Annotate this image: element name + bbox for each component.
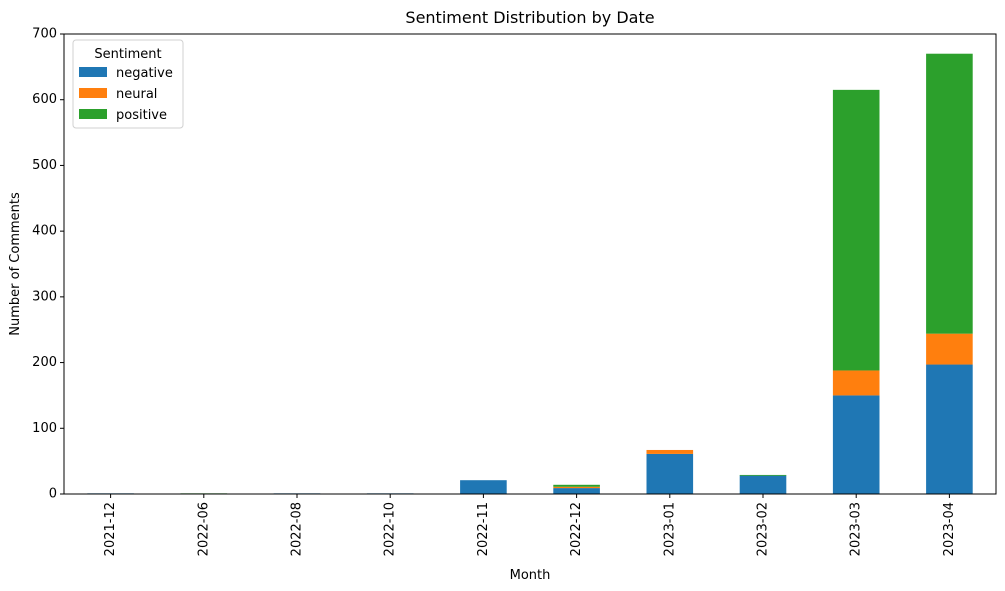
bar-negative-2023-04 (926, 364, 973, 494)
legend-label-negative: negative (116, 66, 173, 81)
bar-neural-2023-04 (926, 333, 973, 365)
x-tick-label: 2023-03 (849, 502, 864, 556)
bar-positive-2022-12 (553, 484, 600, 487)
bar-neural-2022-12 (553, 486, 600, 489)
y-tick-label: 300 (32, 289, 57, 304)
y-tick-label: 0 (49, 487, 57, 502)
legend-label-positive: positive (116, 108, 167, 123)
bar-negative-2023-03 (832, 395, 880, 494)
chart-title: Sentiment Distribution by Date (405, 8, 654, 27)
legend-swatch-positive (79, 109, 107, 119)
bar-positive-2023-03 (832, 89, 880, 371)
x-axis-label: Month (510, 568, 551, 583)
plot-frame (63, 33, 997, 495)
bar-negative-2022-11 (460, 480, 507, 494)
bar-negative-2023-02 (739, 475, 787, 494)
y-tick-label: 200 (32, 355, 57, 370)
x-tick-label: 2023-01 (662, 502, 677, 556)
bar-positive-2023-04 (926, 53, 973, 334)
y-tick-label: 400 (32, 224, 57, 239)
x-tick-label: 2022-12 (569, 502, 584, 556)
y-tick-label: 600 (32, 92, 57, 107)
y-axis-ticks: 0 100 200 300 400 500 600 700 (32, 27, 64, 502)
x-tick-label: 2023-02 (756, 502, 771, 556)
bar-positive-2023-02 (739, 474, 787, 476)
y-tick-label: 100 (32, 421, 57, 436)
x-axis-ticks: 2021-12 2022-06 2022-08 2022-10 2022-11 2022-… (103, 494, 957, 556)
x-tick-label: 2022-08 (290, 502, 305, 556)
legend-swatch-negative (79, 67, 107, 77)
y-tick-label: 700 (32, 27, 57, 42)
x-tick-label: 2022-10 (383, 502, 398, 556)
legend-box (72, 39, 184, 129)
x-tick-label: 2022-06 (196, 502, 211, 556)
y-axis-label: Number of Comments (8, 192, 23, 336)
x-tick-label: 2023-04 (942, 502, 957, 556)
bar-neural-2023-01 (646, 449, 694, 454)
bar-neural-2023-03 (832, 370, 880, 396)
legend-swatch-neural (79, 88, 107, 98)
legend: Sentiment negative neural positive (72, 39, 184, 129)
y-tick-label: 500 (32, 158, 57, 173)
bars-group (87, 53, 973, 495)
x-tick-label: 2021-12 (103, 502, 118, 556)
bar-negative-2023-01 (646, 453, 694, 494)
legend-title: Sentiment (94, 47, 161, 62)
bar-negative-2022-12 (553, 488, 600, 494)
x-tick-label: 2022-11 (476, 502, 491, 556)
legend-label-neural: neural (116, 87, 157, 102)
